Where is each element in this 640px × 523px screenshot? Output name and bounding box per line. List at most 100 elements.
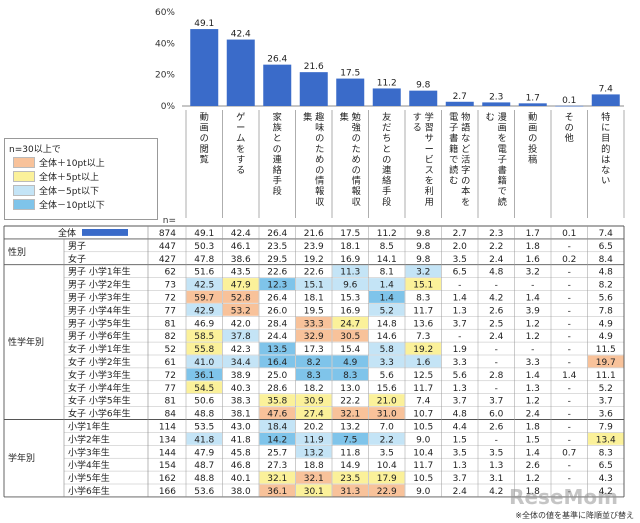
highlight-cell <box>369 407 405 419</box>
highlight-cell <box>369 303 405 316</box>
highlight-cell <box>259 432 295 445</box>
bar-value-label: 17.5 <box>340 69 360 79</box>
table-cell-value: 5.2 <box>599 384 613 394</box>
table-cell-value: 3.1 <box>489 474 503 484</box>
table-cell-value: 1.4 <box>562 371 577 381</box>
legend-item: 全体－5pt以下 <box>13 184 99 197</box>
table-cell-value: - <box>568 461 571 471</box>
highlight-cell <box>332 265 368 278</box>
table-cell-value: 1.3 <box>526 384 540 394</box>
table-cell-value: 0.7 <box>562 448 576 458</box>
table-cell-value: 31.0 <box>377 410 397 420</box>
table-cell-value: 17.5 <box>340 229 360 239</box>
highlight-cell <box>186 381 222 394</box>
table-cell-value: 31.3 <box>340 487 360 497</box>
table-cell-value: 1.3 <box>453 306 467 316</box>
legend-label: 全体－10pt以下 <box>39 200 105 211</box>
table-cell-value: 7.4 <box>416 397 431 407</box>
category-label: 物語など活字の本を <box>461 111 470 208</box>
table-cell-value: 2.4 <box>489 255 504 265</box>
table-cell-value: - <box>568 281 571 291</box>
table-cell-value: 2.4 <box>489 332 504 342</box>
table-cell-value: 32.9 <box>304 332 324 342</box>
table-cell-value: 8.1 <box>380 268 394 278</box>
table-cell-value: 47.9 <box>194 448 214 458</box>
table-cell-value: 22.6 <box>267 268 287 278</box>
table-cell-value: 3.2 <box>526 268 540 278</box>
row-n-value: 427 <box>159 255 176 265</box>
table-cell-value: 30.9 <box>304 397 324 407</box>
table-cell-value: 11.2 <box>377 229 397 239</box>
table-cell-value: 51.6 <box>194 268 214 278</box>
table-cell-value: 3.5 <box>380 448 394 458</box>
highlight-cell <box>332 432 368 445</box>
table-cell-value: 2.6 <box>489 423 504 433</box>
highlight-cell <box>369 432 405 445</box>
table-cell-value: 3.5 <box>453 448 467 458</box>
table-cell-value: 18.2 <box>304 384 324 394</box>
table-cell-value: 10.5 <box>413 423 433 433</box>
highlight-cell <box>332 471 368 484</box>
table-cell-value: 3.7 <box>489 397 503 407</box>
table-cell-value: 30.1 <box>304 487 324 497</box>
table-cell-value: 15.3 <box>340 294 360 304</box>
table-cell-value: 8.3 <box>599 448 613 458</box>
highlight-cell <box>296 368 332 381</box>
table-cell-value: 2.7 <box>453 229 467 239</box>
table-cell-value: 1.6 <box>526 255 541 265</box>
table-cell-value: 5.6 <box>599 294 614 304</box>
table-cell-value: 6.5 <box>599 461 613 471</box>
table-cell-value: - <box>495 358 498 368</box>
table-cell-value: 38.3 <box>231 397 251 407</box>
table-cell-value: 7.5 <box>343 435 357 445</box>
table-cell-value: 1.4 <box>526 294 541 304</box>
table-cell-value: 38.9 <box>231 371 251 381</box>
table-cell-value: 53.6 <box>194 487 214 497</box>
table-cell-value: - <box>568 345 571 355</box>
row-label: 男子 小学5年生 <box>68 317 131 329</box>
row-n-value: 144 <box>159 448 176 458</box>
bar <box>372 88 401 106</box>
table-cell-value: 20.2 <box>304 423 324 433</box>
table-cell-value: 14.1 <box>377 255 397 265</box>
bar-value-label: 42.4 <box>231 30 251 40</box>
highlight-cell <box>186 355 222 368</box>
table-cell-value: 25.7 <box>267 448 287 458</box>
table-cell-value: 18.1 <box>304 294 324 304</box>
table-cell-value: 27.4 <box>304 410 324 420</box>
highlight-cell <box>369 471 405 484</box>
table-cell-value: 15.1 <box>413 281 433 291</box>
table-cell-value: 11.7 <box>413 384 433 394</box>
table-cell-value: 17.9 <box>377 474 397 484</box>
highlight-cell <box>332 484 368 497</box>
table-cell-value: 53.2 <box>231 306 251 316</box>
highlight-cell <box>259 484 295 497</box>
table-cell-value: 19.7 <box>596 358 616 368</box>
bar <box>409 90 438 106</box>
table-cell-value: 38.6 <box>231 255 251 265</box>
table-cell-value: 4.2 <box>599 487 613 497</box>
table-cell-value: 9.8 <box>416 255 431 265</box>
table-cell-value: 11.5 <box>596 345 616 355</box>
table-cell-value: 2.4 <box>453 487 468 497</box>
table-cell-value: - <box>568 397 571 407</box>
table-cell-value: 1.4 <box>453 294 468 304</box>
table-cell-value: 47.8 <box>194 255 214 265</box>
table-cell-value: 4.9 <box>599 319 614 329</box>
table-cell-value: 24.4 <box>267 332 287 342</box>
table-cell-value: 50.6 <box>194 397 214 407</box>
row-label: 女子 小学2年生 <box>68 356 131 368</box>
overall-mini-bar <box>82 229 128 236</box>
legend-label: 全体－5pt以下 <box>39 186 99 197</box>
table-cell-value: - <box>495 435 498 445</box>
table-cell-value: 13.0 <box>340 384 360 394</box>
table-cell-value: 9.0 <box>416 435 431 445</box>
table-cell-value: 46.1 <box>231 242 251 252</box>
table-cell-value: 47.9 <box>231 281 251 291</box>
y-tick-label: 0% <box>161 102 176 112</box>
table-cell-value: 23.5 <box>267 242 287 252</box>
table-cell-value: 41.8 <box>194 435 214 445</box>
table-cell-value: 23.9 <box>304 242 324 252</box>
table-cell-value: - <box>495 281 498 291</box>
table-cell-value: 6.5 <box>599 242 613 252</box>
